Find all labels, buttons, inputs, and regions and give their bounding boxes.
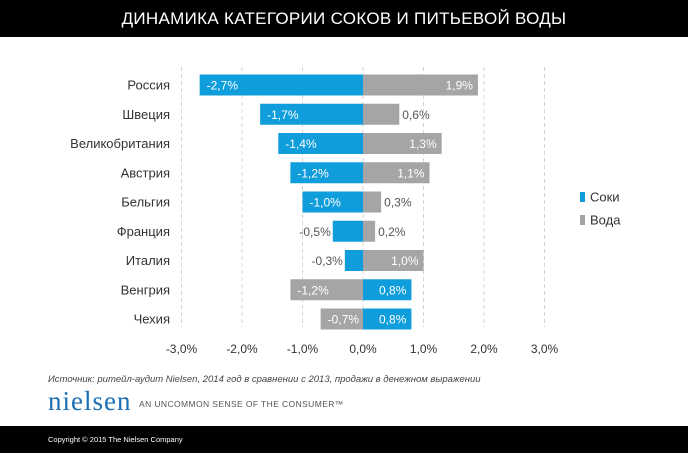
category-label: Венгрия bbox=[121, 282, 170, 297]
water-data-label: -1,2% bbox=[297, 283, 329, 297]
water-data-label: 0,6% bbox=[402, 108, 430, 122]
juice-bar bbox=[199, 74, 363, 96]
x-tick-label: -3,0% bbox=[166, 342, 198, 356]
x-tick-label: 1,0% bbox=[410, 342, 438, 356]
x-tick-label: 2,0% bbox=[470, 342, 498, 356]
category-label: Италия bbox=[126, 253, 170, 268]
juice-bar bbox=[363, 279, 412, 301]
category-label: Франция bbox=[117, 224, 170, 239]
juice-data-label: -1,0% bbox=[310, 196, 342, 210]
juice-bar bbox=[332, 220, 363, 242]
water-data-label: 1,0% bbox=[391, 254, 419, 268]
juice-data-label: -1,7% bbox=[267, 108, 299, 122]
water-bar bbox=[363, 74, 478, 96]
x-tick-label: 3,0% bbox=[531, 342, 559, 356]
water-data-label: 0,3% bbox=[384, 196, 412, 210]
x-tick-label: -2,0% bbox=[226, 342, 258, 356]
page-title: ДИНАМИКА КАТЕГОРИИ СОКОВ И ПИТЬЕВОЙ ВОДЫ bbox=[121, 8, 567, 28]
juice-bar bbox=[260, 103, 363, 125]
juice-data-label: -0,5% bbox=[299, 225, 331, 239]
x-tick-label: -1,0% bbox=[287, 342, 319, 356]
category-label: Австрия bbox=[121, 165, 170, 180]
juice-data-label: -1,2% bbox=[297, 166, 329, 180]
juice-bar bbox=[302, 191, 363, 213]
category-label: Бельгия bbox=[121, 195, 170, 210]
juice-data-label: -2,7% bbox=[207, 79, 239, 93]
water-bar bbox=[363, 162, 430, 184]
juice-bar bbox=[290, 162, 363, 184]
juice-data-label: -0,3% bbox=[311, 254, 343, 268]
water-bar bbox=[363, 250, 424, 271]
legend-swatch bbox=[580, 215, 585, 225]
water-data-label: -0,7% bbox=[328, 313, 360, 327]
legend-swatch bbox=[580, 192, 585, 202]
category-label: Швеция bbox=[122, 107, 170, 122]
water-data-label: 0,2% bbox=[378, 225, 406, 239]
nielsen-logo: nielsen bbox=[48, 386, 132, 416]
juice-water-chart: -3,0% -2,0% -1,0% 0,0% 1,0% 2,0% 3,0% Россия -2,… bbox=[70, 67, 621, 356]
title-bar: ДИНАМИКА КАТЕГОРИИ СОКОВ И ПИТЬЕВОЙ ВОДЫ bbox=[0, 0, 688, 37]
footer-bar: Copyright © 2015 The Nielsen Company bbox=[0, 426, 688, 453]
juice-bar bbox=[278, 133, 363, 154]
category-label: Россия bbox=[127, 78, 170, 93]
logo-tagline: AN UNCOMMON SENSE OF THE CONSUMER™ bbox=[139, 399, 344, 409]
legend-label: Соки bbox=[590, 190, 620, 205]
legend-label: Вода bbox=[590, 213, 621, 228]
water-data-label: 1,3% bbox=[409, 137, 437, 151]
category-label: Великобритания bbox=[70, 136, 170, 151]
juice-data-label: 0,8% bbox=[379, 283, 407, 297]
category-label: Чехия bbox=[134, 312, 170, 327]
water-bar bbox=[363, 220, 376, 242]
juice-data-label: -1,4% bbox=[285, 137, 317, 151]
water-data-label: 1,9% bbox=[446, 79, 474, 93]
water-bar bbox=[290, 279, 363, 301]
water-bar bbox=[363, 191, 382, 213]
x-tick-label: 0,0% bbox=[349, 342, 377, 356]
water-data-label: 1,1% bbox=[397, 166, 425, 180]
juice-bar bbox=[344, 250, 363, 271]
juice-data-label: 0,8% bbox=[379, 313, 407, 327]
water-bar bbox=[320, 308, 363, 330]
copyright-text: Copyright © 2015 The Nielsen Company bbox=[48, 435, 183, 444]
juice-bar bbox=[363, 308, 412, 330]
water-bar bbox=[363, 103, 400, 125]
water-bar bbox=[363, 133, 442, 154]
source-note: Источник: ритейл-аудит Nielsen, 2014 год… bbox=[48, 374, 481, 385]
